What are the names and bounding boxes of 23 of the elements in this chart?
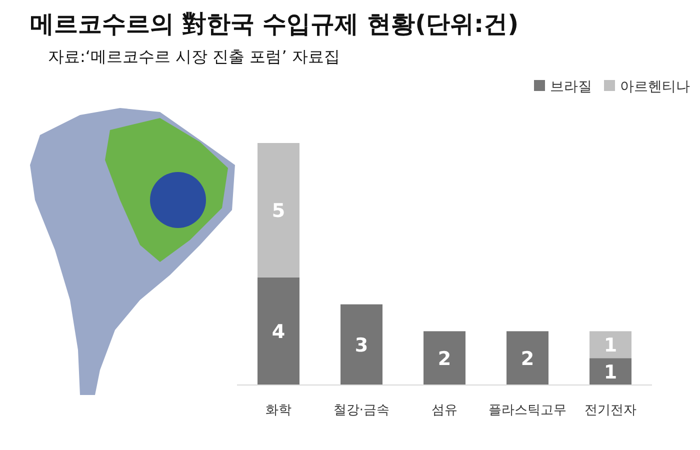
chart-subtitle: 자료:‘메르코수르 시장 진출 포럼’ 자료집 <box>48 47 340 66</box>
legend-label: 브라질 <box>550 79 592 95</box>
bar <box>590 358 632 385</box>
data-label: 1 <box>604 334 618 357</box>
bar <box>258 277 300 385</box>
x-tick-label: 전기전자 <box>584 403 636 418</box>
bar <box>590 331 632 358</box>
data-label: 1 <box>604 362 618 384</box>
data-label: 2 <box>520 348 534 370</box>
data-label: 4 <box>272 321 286 344</box>
x-tick-label: 플라스틱고무 <box>488 403 566 418</box>
x-tick-label: 철강·금속 <box>333 403 390 418</box>
bar <box>340 304 382 385</box>
bar <box>258 143 300 278</box>
bar <box>506 331 548 385</box>
bar <box>424 331 466 385</box>
legend-label: 아르헨티나 <box>620 79 690 95</box>
chart-title: 메르코수르의 對한국 수입규제 현황(단위:건) <box>30 10 519 38</box>
x-tick-label: 섬유 <box>432 403 458 418</box>
x-tick-label: 화학 <box>266 403 292 418</box>
data-label: 3 <box>354 334 368 357</box>
data-label: 2 <box>438 348 452 370</box>
data-label: 5 <box>272 200 286 222</box>
